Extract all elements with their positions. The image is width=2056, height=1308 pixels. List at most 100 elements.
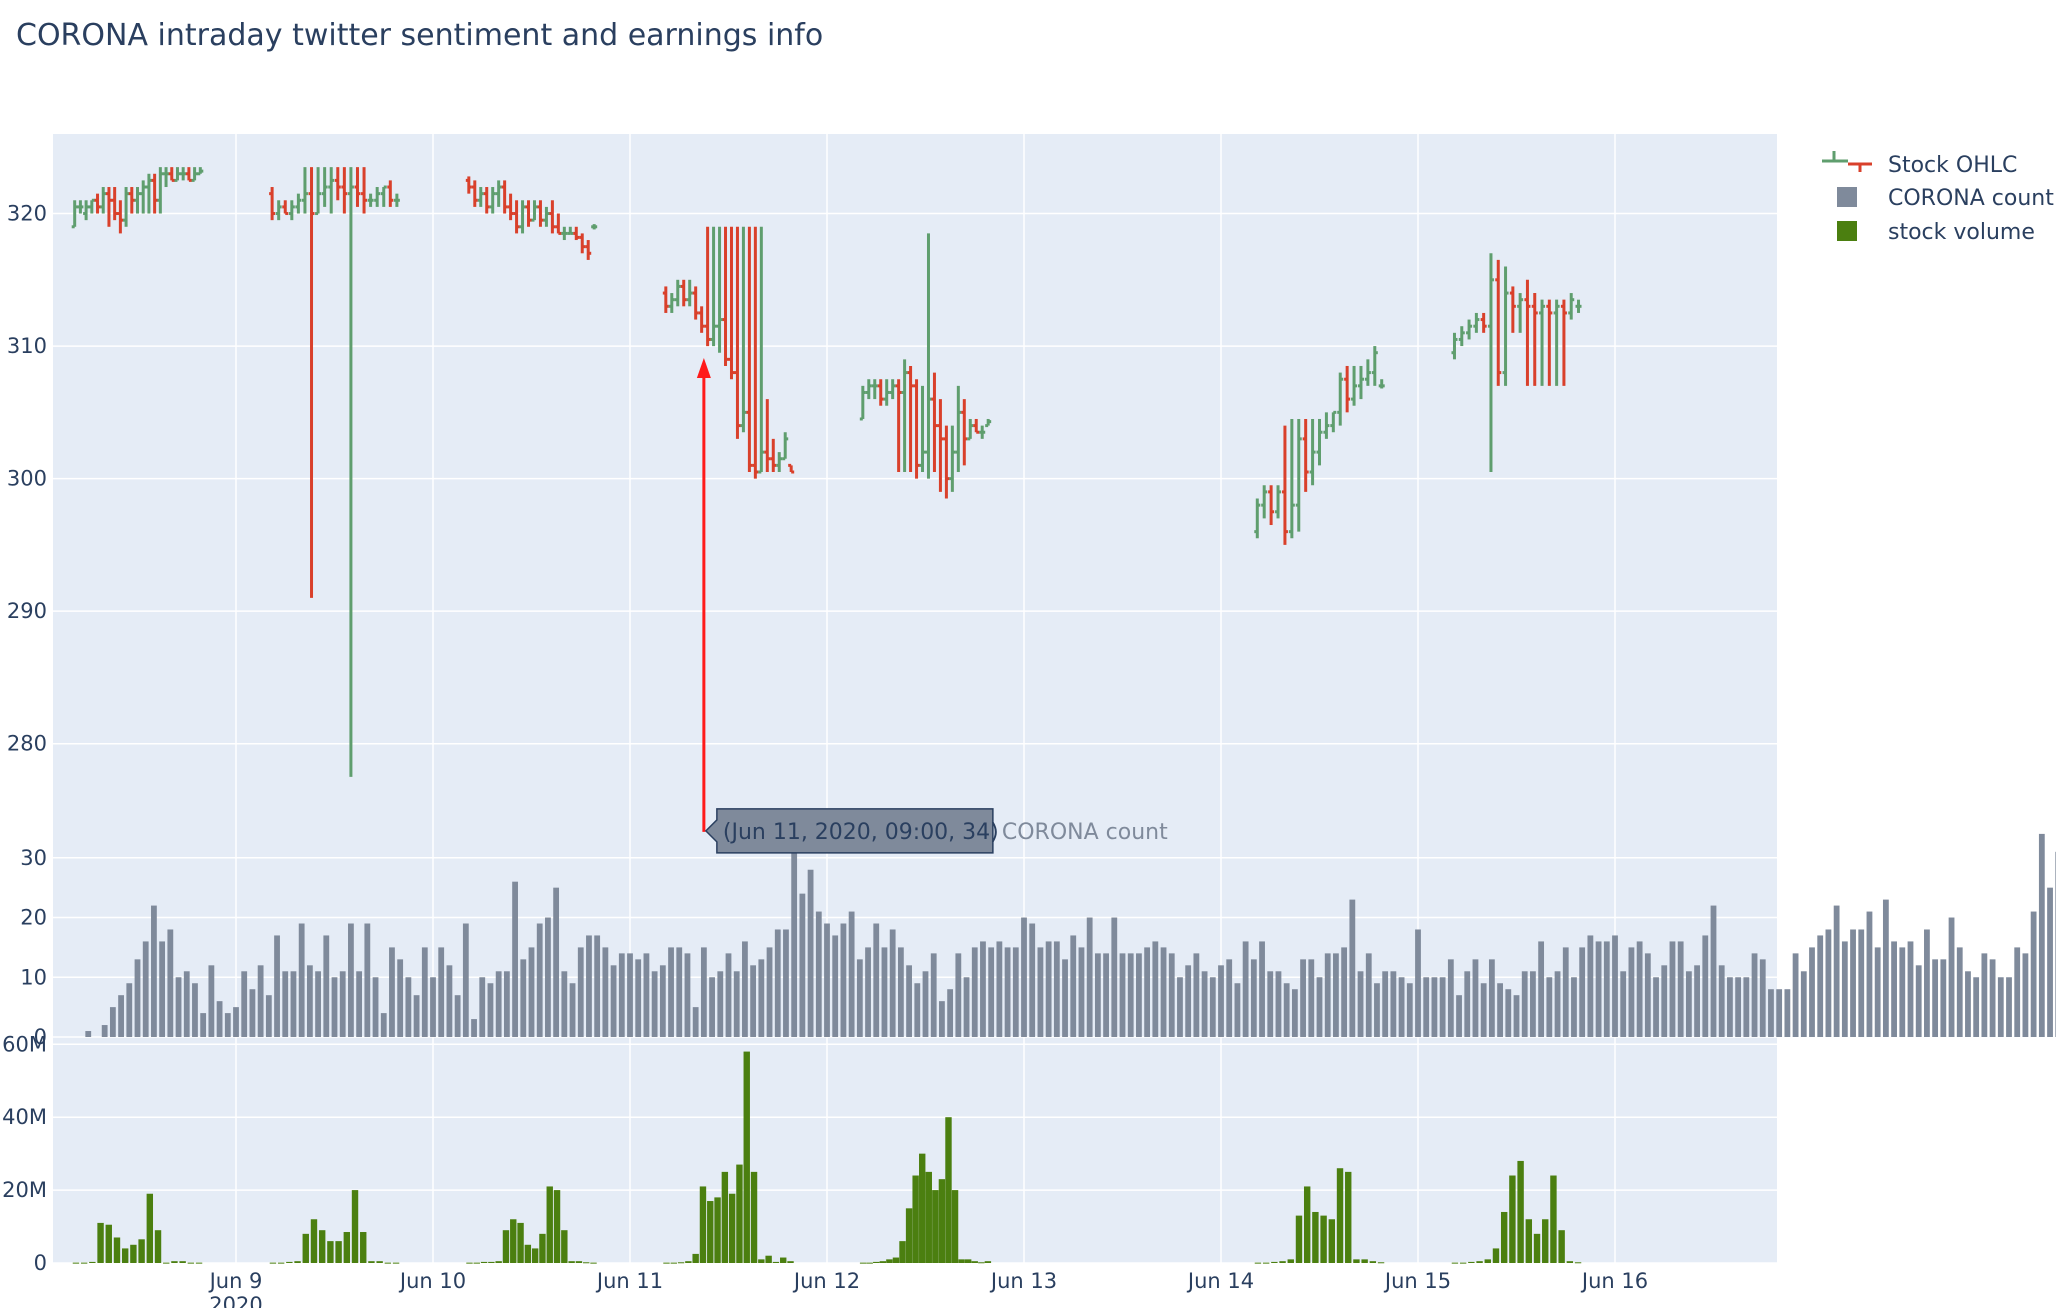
count-bar [947, 989, 954, 1037]
count-bar [315, 971, 321, 1037]
count-bar [1209, 977, 1216, 1037]
y-tick-label: 290 [7, 599, 47, 623]
ohlc-bar [354, 167, 361, 207]
count-bar [1201, 971, 1208, 1037]
count-bar [635, 959, 642, 1037]
ohlc-bar [123, 187, 130, 227]
count-bar [471, 1019, 477, 1037]
chart-title: CORONA intraday twitter sentiment and ea… [16, 18, 823, 53]
count-bar [1144, 947, 1151, 1037]
count-bar [618, 953, 625, 1037]
ohlc-bar [1539, 299, 1546, 386]
legend-item-stock-volume[interactable]: stock volume [1837, 220, 2035, 245]
count-bar [930, 953, 937, 1037]
count-bar [659, 965, 666, 1037]
ohlc-bar [151, 173, 158, 214]
volume-bar [1550, 1175, 1557, 1263]
count-bar [1628, 947, 1635, 1037]
volume-bar [466, 1262, 473, 1264]
count-bar [889, 929, 896, 1037]
volume-bar [919, 1153, 926, 1263]
count-bar [1456, 995, 1462, 1037]
ohlc-bar [465, 176, 472, 194]
count-bar [1291, 989, 1298, 1037]
count-bar [700, 947, 707, 1037]
ohlc-bar [489, 187, 496, 214]
ohlc-bar [134, 187, 141, 214]
count-bar [2006, 977, 2012, 1037]
x-tick-label: Jun 14 [1186, 1269, 1254, 1293]
volume-bar [938, 1179, 946, 1263]
legend-volume-swatch [1837, 221, 1857, 241]
ohlc-bar [282, 200, 289, 216]
ohlc-bar [105, 187, 112, 227]
count-bar [1275, 971, 1282, 1037]
volume-bar [318, 1230, 326, 1263]
count-bar [1940, 959, 1947, 1037]
volume-bar [179, 1261, 186, 1263]
count-bar [1866, 911, 1873, 1037]
ohlc-bar [191, 167, 198, 182]
count-bar [832, 935, 839, 1037]
count-bar [709, 977, 715, 1037]
volume-bar [1279, 1261, 1286, 1263]
volume-bar [945, 1117, 952, 1263]
volume-bar [1287, 1259, 1294, 1263]
count-bar [643, 953, 650, 1037]
legend-item-stock-ohlc[interactable]: Stock OHLC [1822, 151, 2017, 178]
count-bar [290, 971, 297, 1037]
count-bar [1045, 941, 1052, 1037]
count-bar [503, 971, 510, 1037]
ohlc-bar [1309, 418, 1316, 486]
ohlc-bar [197, 167, 204, 176]
ohlc-bar [907, 365, 914, 472]
count-bar [413, 995, 420, 1037]
volume-bar [360, 1232, 367, 1263]
count-bar [799, 893, 806, 1037]
count-bar [1948, 917, 1955, 1037]
volume-bar [80, 1262, 88, 1264]
ohlc-bar [77, 200, 84, 214]
count-bar [1562, 947, 1569, 1037]
count-bar [405, 977, 412, 1037]
ohlc-bar [1302, 418, 1309, 492]
count-bar [109, 1007, 116, 1037]
count-bar [216, 1001, 223, 1037]
count-bar [840, 923, 847, 1037]
ohlc-bar [501, 180, 508, 214]
count-bar [126, 983, 133, 1037]
count-bar [1480, 983, 1487, 1037]
ohlc-bar [895, 379, 902, 472]
legend-item-corona-count[interactable]: CORONA count [1837, 186, 2054, 211]
ohlc-bar [507, 193, 514, 221]
volume-bar [121, 1248, 129, 1263]
count-bar [1365, 953, 1372, 1037]
ohlc-bar [315, 167, 322, 216]
count-bar [1751, 953, 1758, 1037]
count-bar [1152, 941, 1159, 1037]
count-bar [274, 935, 280, 1037]
ohlc-bar [859, 385, 866, 421]
count-bar [1415, 929, 1421, 1037]
ohlc-bar [1337, 372, 1344, 426]
ohlc-bar [716, 226, 723, 353]
legend[interactable]: Stock OHLC CORONA count stock volume [1822, 151, 2054, 245]
count-bar [873, 923, 880, 1037]
count-bar [1735, 977, 1742, 1037]
volume-bar [780, 1257, 787, 1263]
volume-bar [502, 1230, 510, 1263]
volume-bar [743, 1051, 750, 1263]
count-bar [1086, 917, 1093, 1037]
volume-bar [1525, 1219, 1533, 1263]
peak-annotation: (Jun 11, 2020, 09:00, 34) CORONA count [696, 358, 1168, 854]
count-bar [2022, 953, 2029, 1037]
count-bar [1250, 959, 1257, 1037]
volume-bar [343, 1232, 351, 1263]
volume-bar [750, 1171, 758, 1263]
volume-bar [384, 1262, 392, 1264]
y-tick-label: 0 [34, 1025, 47, 1049]
volume-bar [1303, 1186, 1311, 1263]
volume-bar [277, 1262, 285, 1264]
volume-bar [912, 1175, 919, 1263]
count-bar [1653, 977, 1659, 1037]
